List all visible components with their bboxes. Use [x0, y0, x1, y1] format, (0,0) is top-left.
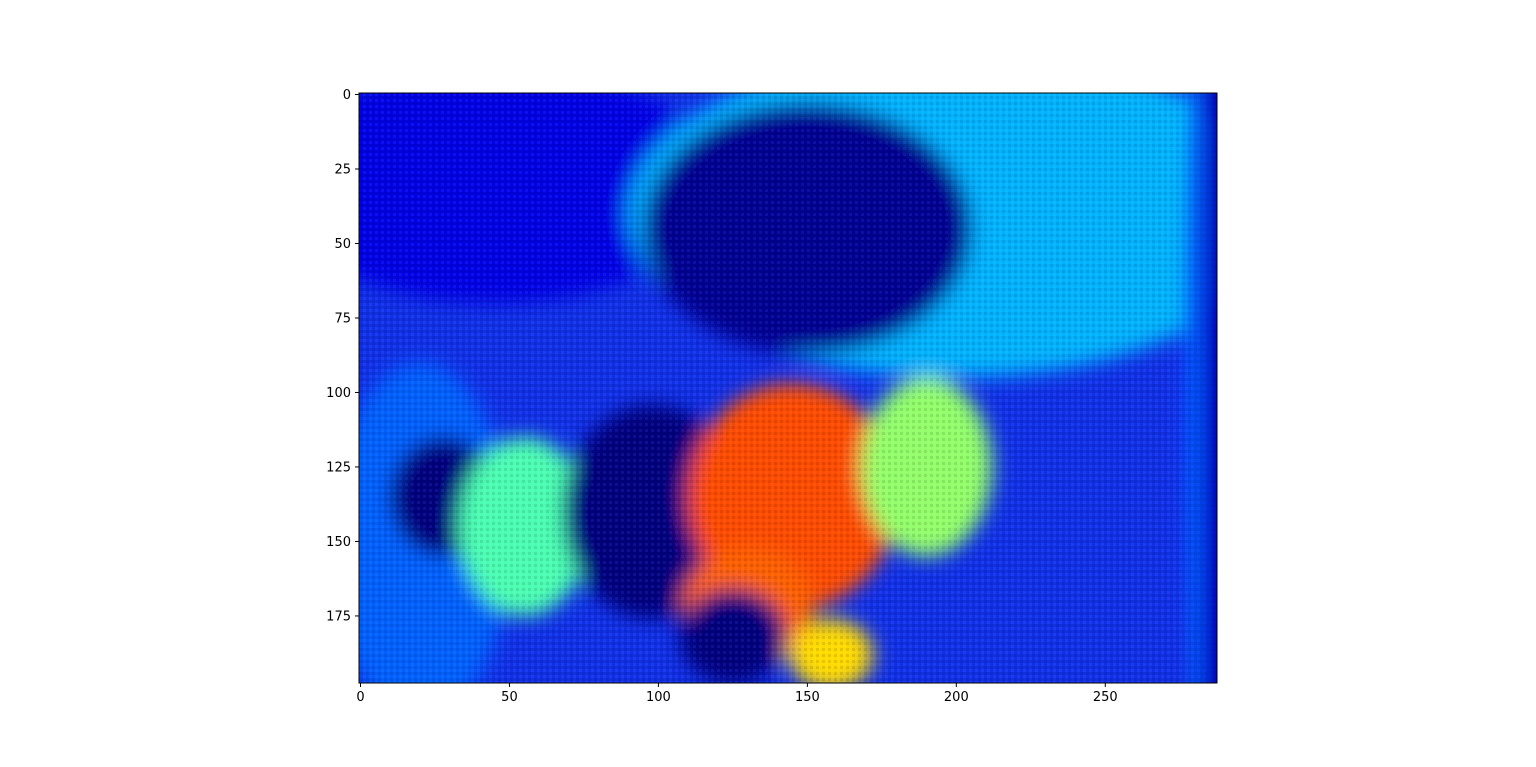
y-tick-label: 25 — [334, 162, 351, 177]
y-tick-label: 0 — [343, 88, 351, 103]
y-tick-label: 50 — [334, 237, 351, 252]
x-tick-label: 100 — [646, 690, 671, 705]
x-tick-label: 200 — [944, 690, 969, 705]
heatmap-image — [359, 93, 1217, 683]
x-tick-label: 50 — [501, 690, 518, 705]
y-axis-ticks: 0 25 50 75 100 125 150 175 — [326, 88, 359, 624]
y-tick-label: 75 — [334, 311, 351, 326]
x-axis-ticks: 0 50 100 150 200 250 — [356, 683, 1118, 705]
y-tick-label: 150 — [326, 535, 351, 550]
x-tick-label: 250 — [1093, 690, 1118, 705]
heatmap-speckle — [359, 93, 1217, 683]
y-tick-label: 125 — [326, 460, 351, 475]
y-tick-label: 100 — [326, 386, 351, 401]
x-tick-label: 0 — [356, 690, 364, 705]
axes-frame — [358, 92, 1218, 684]
heatmap-right-edge — [1180, 93, 1217, 683]
y-tick-label: 175 — [326, 609, 351, 624]
x-tick-label: 150 — [795, 690, 820, 705]
